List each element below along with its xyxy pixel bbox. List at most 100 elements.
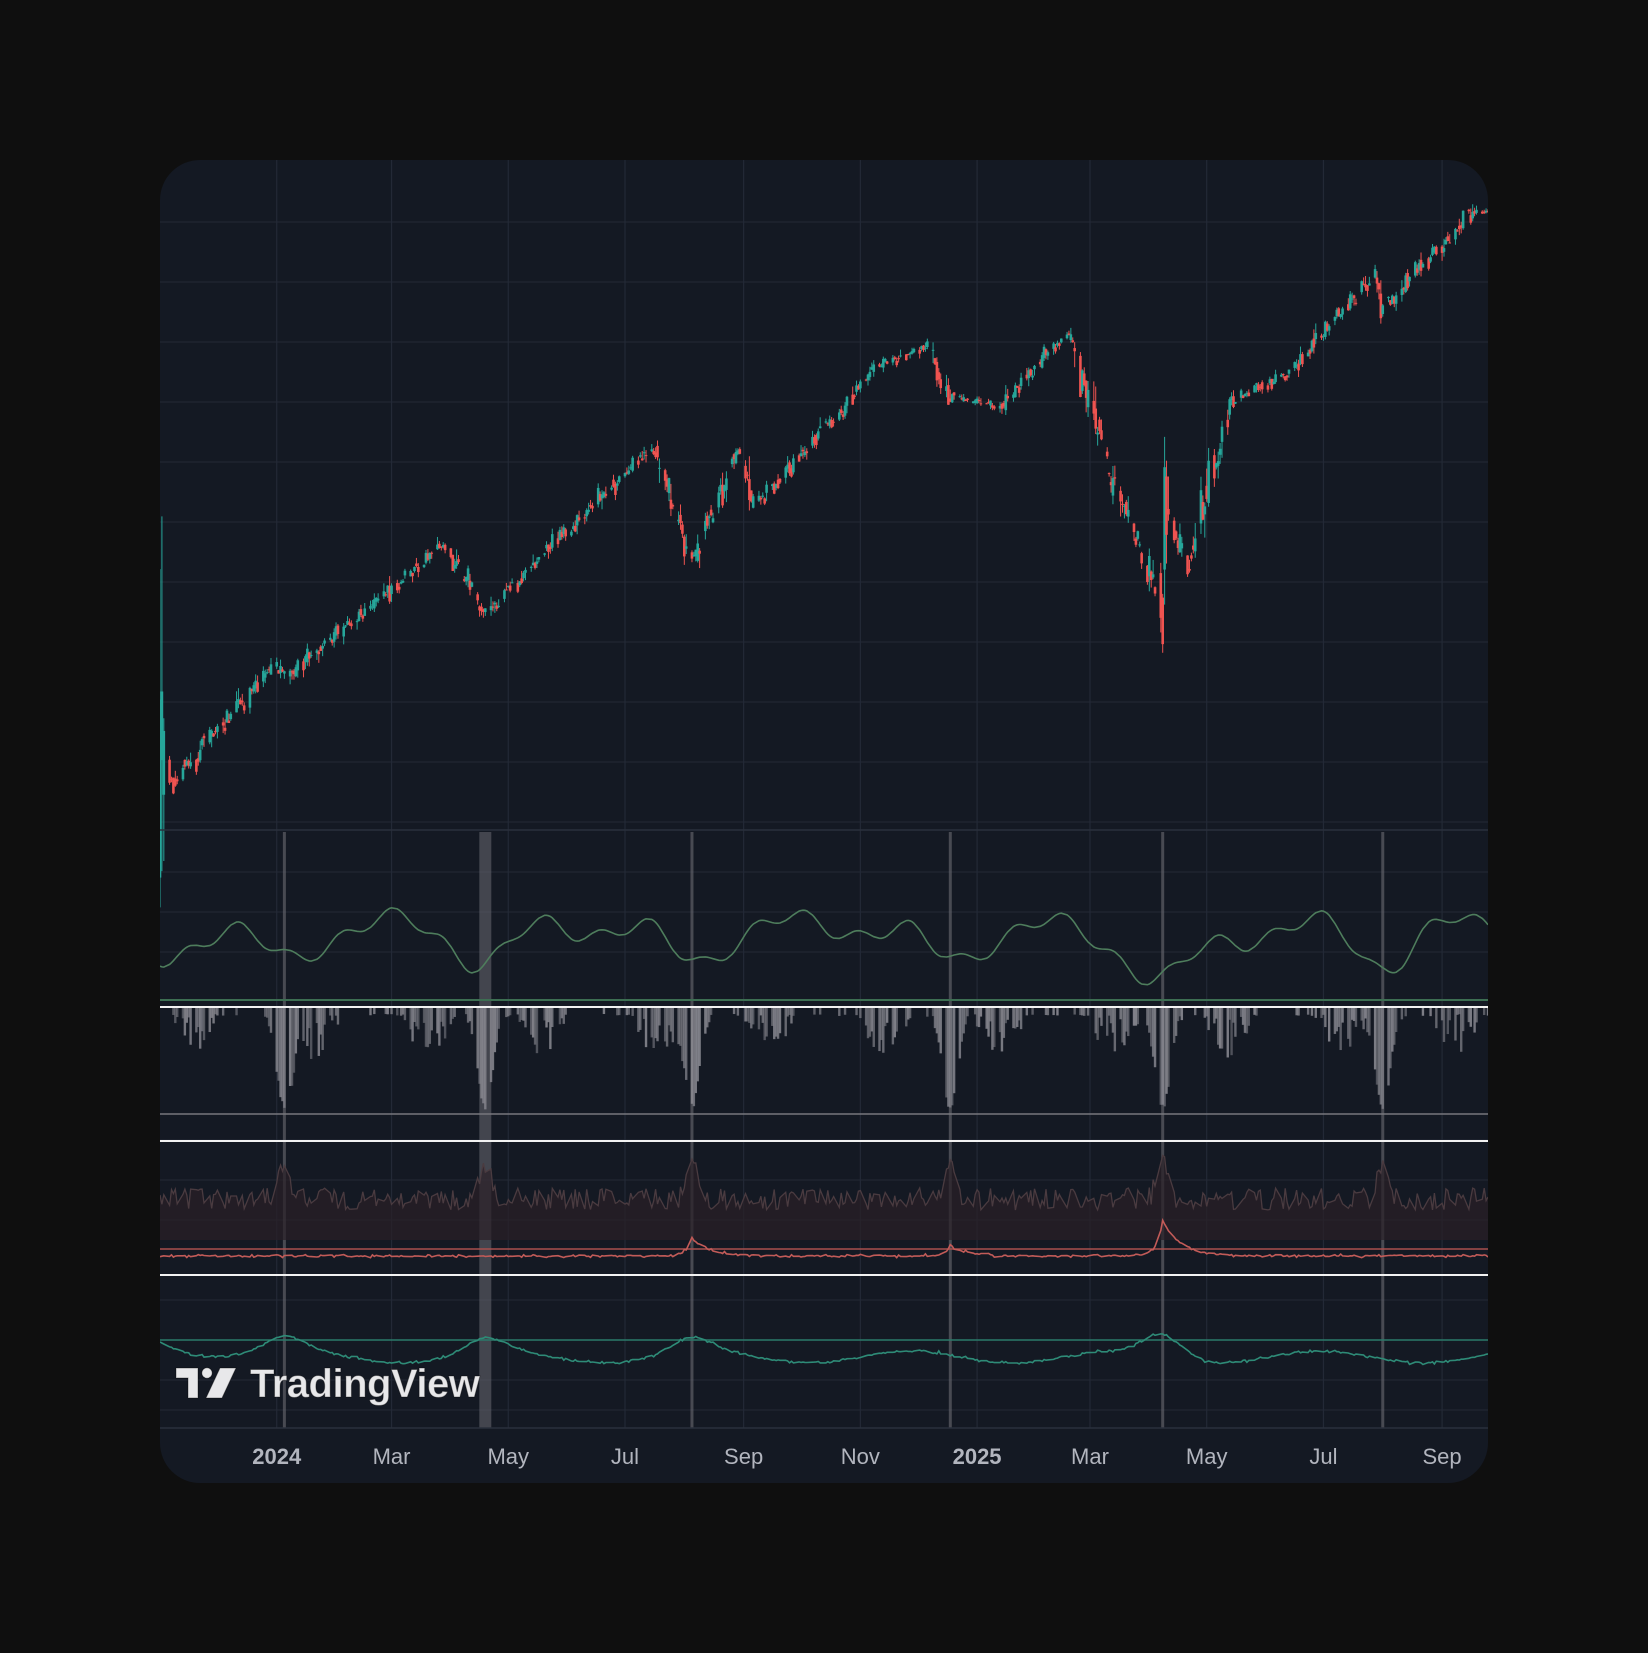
price-candle — [1213, 449, 1216, 487]
price-candle — [790, 464, 793, 478]
indicator-2-bar — [428, 1008, 432, 1044]
pane-separators[interactable] — [160, 829, 1488, 1429]
indicator-2-bar — [212, 1008, 215, 1024]
indicator-2-bar — [658, 1008, 661, 1026]
price-candle — [1444, 237, 1448, 245]
indicator-2-bar — [1031, 1008, 1034, 1015]
indicator-3-line — [160, 1217, 1488, 1259]
price-candle — [1350, 292, 1354, 303]
price-candle — [283, 670, 286, 679]
price-candle — [508, 581, 512, 593]
indicator-2-bar — [1150, 1008, 1153, 1047]
price-candle — [1216, 451, 1220, 479]
price-candle — [866, 373, 870, 386]
indicator-2-bar — [1096, 1008, 1099, 1040]
indicator-2-bar — [1017, 1008, 1021, 1021]
indicator-2-bar — [1100, 1008, 1103, 1026]
indicator-2-bar — [505, 1008, 508, 1018]
indicator-2-bar — [859, 1008, 862, 1019]
price-candle — [183, 759, 187, 770]
time-axis[interactable]: 2024 Mar May Jul Sep Nov 2025 Mar May Jul Sep — [252, 1444, 1461, 1469]
price-candle — [279, 659, 282, 679]
price-candle — [1268, 376, 1272, 386]
price-candle — [707, 514, 711, 530]
indicator-2-bar — [1167, 1008, 1170, 1087]
price-candle — [1341, 306, 1344, 320]
indicator-2-bar — [616, 1008, 619, 1016]
indicator-2-bar — [1404, 1008, 1407, 1017]
price-candle — [912, 347, 916, 354]
indicator-2-bar — [1352, 1008, 1356, 1022]
price-candle — [1004, 385, 1008, 415]
indicator-2-bar — [1163, 1008, 1166, 1107]
price-candle — [801, 447, 805, 459]
indicator-2-bar — [430, 1008, 433, 1031]
indicator-2-bar — [174, 1008, 177, 1024]
indicator-2-bar — [466, 1008, 470, 1023]
price-candle — [189, 752, 192, 769]
price-candle — [1105, 447, 1109, 459]
indicator-2-bar — [1119, 1008, 1122, 1020]
indicator-2-bar — [1458, 1008, 1461, 1015]
indicator-2-bar — [759, 1008, 763, 1016]
indicator-2-bar — [564, 1008, 567, 1015]
price-candle — [577, 510, 581, 522]
price-candle — [964, 398, 967, 402]
indicator-2-bar — [1454, 1008, 1457, 1041]
indicator-2-bar — [1421, 1008, 1425, 1016]
price-candle — [516, 580, 520, 594]
price-candle — [491, 601, 495, 612]
indicator-2-bar — [1243, 1008, 1247, 1033]
price-candle — [336, 623, 340, 639]
price-candle — [242, 702, 246, 714]
indicator-2-bar — [202, 1008, 206, 1041]
indicator-2-bar — [792, 1008, 795, 1016]
price-candle — [1125, 499, 1128, 517]
price-candle — [185, 756, 189, 767]
indicator-2-bar — [464, 1008, 468, 1015]
price-candle — [1193, 523, 1197, 558]
price-candle — [1241, 394, 1245, 399]
indicator-2-bar — [656, 1008, 659, 1042]
price-candle — [1000, 402, 1004, 414]
indicator-2-bar — [187, 1008, 190, 1018]
price-candle — [1014, 382, 1017, 398]
price-candle — [1266, 383, 1270, 393]
price-candle — [1027, 367, 1031, 387]
price-candle — [816, 428, 820, 441]
indicator-2-bar — [331, 1008, 334, 1021]
indicator-2-bar — [761, 1008, 764, 1023]
price-candle — [1427, 256, 1430, 271]
price-candle — [369, 600, 372, 611]
indicator-2-bar — [401, 1008, 405, 1015]
price-candle — [533, 561, 537, 570]
indicator-2-bar — [1335, 1008, 1339, 1032]
indicator-2-bar — [746, 1008, 749, 1022]
price-candle — [1327, 324, 1331, 336]
indicator-2-bar — [422, 1008, 426, 1023]
indicator-2-bar — [639, 1008, 642, 1030]
indicator-2-bar — [765, 1008, 768, 1037]
indicator-2-bar — [694, 1008, 697, 1094]
price-candle — [893, 355, 897, 361]
price-candle — [221, 717, 225, 734]
indicator-2-bar — [1109, 1008, 1113, 1024]
price-candle — [296, 658, 300, 678]
price-candle — [786, 456, 789, 473]
indicator-2-bar — [1226, 1008, 1229, 1058]
indicator-2-bar — [491, 1008, 495, 1071]
price-candle — [1245, 391, 1249, 398]
price-candles[interactable] — [159, 204, 1490, 908]
indicator-2-bar — [987, 1008, 990, 1037]
time-axis-tick-label: Jul — [611, 1444, 639, 1469]
indicator-2-bar — [677, 1008, 680, 1045]
price-candle — [776, 474, 780, 490]
price-candle — [1149, 570, 1153, 588]
indicator-2-bar — [281, 1008, 284, 1102]
indicator-2-bar — [1400, 1008, 1404, 1020]
price-candle — [719, 478, 722, 495]
price-candle — [240, 693, 244, 706]
price-candle — [1335, 307, 1339, 319]
price-candle — [803, 446, 807, 458]
